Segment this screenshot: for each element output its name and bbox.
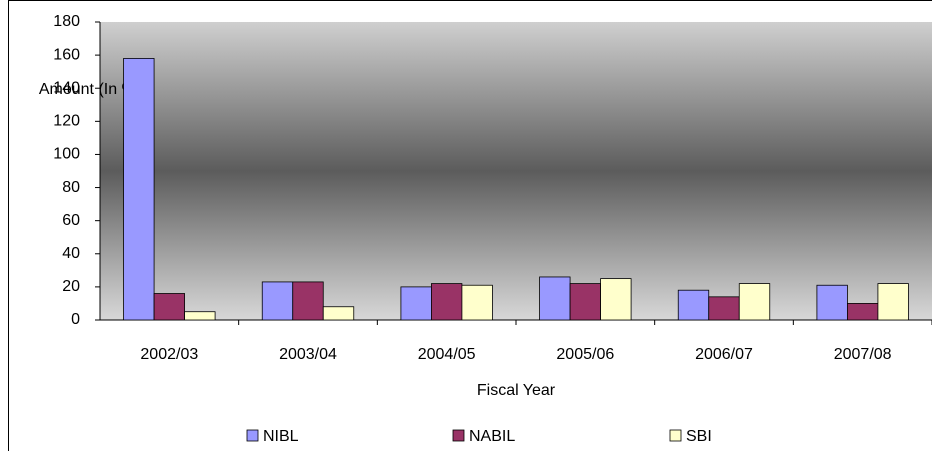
legend-swatch — [669, 429, 682, 442]
bar — [322, 306, 355, 321]
x-tick-label: 2004/05 — [418, 346, 476, 363]
bar — [708, 296, 740, 321]
y-tick-label: 180 — [53, 13, 80, 30]
bar — [153, 293, 185, 321]
x-tick-label: 2005/06 — [556, 346, 614, 363]
bar — [877, 283, 909, 321]
y-tick-label: 60 — [62, 212, 80, 229]
x-tick-label: 2003/04 — [279, 346, 337, 363]
chart-border — [8, 0, 932, 451]
y-tick-label: 100 — [53, 146, 80, 163]
y-tick-label: 80 — [62, 179, 80, 196]
bar — [847, 303, 879, 321]
x-axis-label: Fiscal Year — [477, 382, 556, 399]
bar — [569, 283, 601, 321]
bar — [261, 281, 294, 321]
y-tick-label: 140 — [53, 79, 80, 96]
y-tick-label: 40 — [62, 245, 80, 262]
bar — [400, 286, 432, 321]
plot-area — [100, 22, 932, 320]
x-tick-label: 2006/07 — [695, 346, 753, 363]
x-tick-label: 2007/08 — [834, 346, 892, 363]
bar — [123, 58, 155, 321]
bar — [431, 283, 463, 321]
bar — [738, 283, 771, 321]
bar — [292, 281, 324, 321]
y-tick-label: 0 — [71, 311, 80, 328]
legend-label: SBI — [686, 428, 712, 445]
bar — [677, 289, 710, 321]
legend-swatch — [246, 429, 259, 442]
y-tick-label: 120 — [53, 113, 80, 130]
bar — [816, 284, 848, 321]
bar — [184, 311, 216, 321]
bar — [539, 276, 571, 321]
y-tick-label: 160 — [53, 46, 80, 63]
legend-label: NIBL — [263, 428, 299, 445]
bar — [461, 284, 493, 321]
bar — [600, 278, 632, 321]
legend-swatch — [452, 429, 465, 442]
legend-label: NABIL — [469, 428, 515, 445]
y-tick-label: 20 — [62, 278, 80, 295]
x-tick-label: 2002/03 — [140, 346, 198, 363]
y-axis-label: Amount (In %) — [39, 81, 141, 98]
